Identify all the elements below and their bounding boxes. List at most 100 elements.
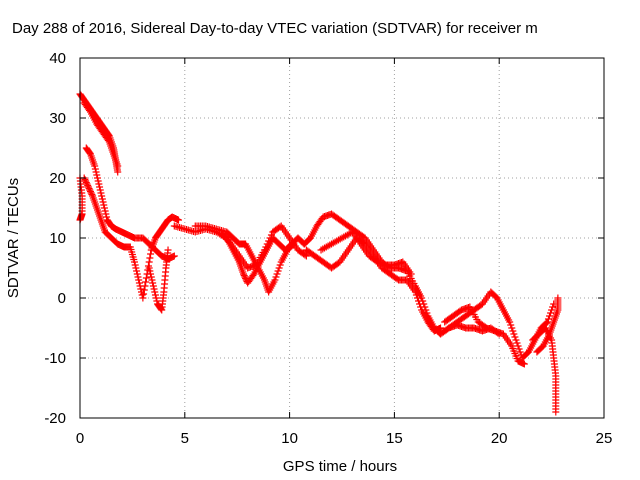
- data-point: [139, 294, 147, 302]
- data-point: [145, 264, 153, 272]
- data-point: [515, 345, 523, 353]
- data-point: [512, 336, 520, 344]
- data-point: [262, 243, 270, 251]
- data-point: [135, 279, 143, 287]
- data-point: [544, 315, 552, 323]
- data-point: [413, 294, 421, 302]
- data-point: [94, 177, 102, 185]
- data-point: [87, 189, 95, 197]
- data-point: [141, 282, 149, 290]
- data-point: [131, 261, 139, 269]
- data-point: [84, 182, 92, 189]
- data-point: [554, 294, 562, 302]
- data-point: [148, 276, 156, 284]
- data-point: [133, 267, 141, 275]
- data-point: [506, 318, 514, 326]
- data-point: [149, 282, 157, 290]
- y-tick-labels: -20 -10 0 10 20 30 40: [44, 50, 66, 427]
- data-point: [147, 273, 155, 281]
- data-point: [100, 201, 108, 209]
- data-point: [147, 250, 155, 258]
- data-point: [86, 186, 94, 194]
- data-point: [263, 240, 271, 248]
- data-point: [96, 186, 104, 194]
- data-point: [140, 290, 148, 298]
- y-tick-label: 20: [49, 170, 66, 187]
- x-tick-label: 15: [386, 430, 403, 447]
- y-tick-label: -20: [44, 410, 66, 427]
- data-point: [266, 234, 274, 242]
- data-point: [265, 237, 273, 245]
- data-point: [301, 251, 309, 259]
- data-point: [86, 149, 94, 157]
- data-point: [91, 162, 99, 170]
- data-point: [175, 216, 183, 224]
- x-tick-label: 0: [76, 430, 84, 447]
- data-point: [147, 270, 155, 278]
- data-point: [145, 258, 153, 266]
- data-point: [412, 291, 420, 299]
- data-point: [543, 318, 551, 326]
- data-point: [513, 339, 521, 347]
- y-tick-label: 40: [49, 50, 66, 67]
- data-point: [130, 258, 138, 266]
- data-point: [91, 165, 99, 173]
- data-point: [100, 204, 108, 212]
- data-point: [98, 192, 106, 200]
- data-point: [520, 360, 528, 368]
- data-point: [241, 273, 249, 281]
- data-point: [546, 312, 554, 320]
- y-tick-label: 10: [49, 230, 66, 247]
- y-tick-label: -10: [44, 350, 66, 367]
- data-point: [170, 252, 178, 260]
- data-point: [114, 162, 122, 170]
- y-tick-label: 0: [58, 290, 66, 307]
- chart-title: Day 288 of 2016, Sidereal Day-to-day VTE…: [12, 20, 538, 37]
- data-point: [151, 291, 159, 299]
- data-point: [416, 300, 424, 308]
- data-point: [82, 179, 90, 186]
- data-point: [135, 276, 143, 284]
- data-point: [137, 285, 145, 293]
- data-point: [98, 195, 106, 203]
- data-point: [146, 254, 154, 262]
- data-point: [240, 272, 248, 279]
- data-point: [273, 270, 281, 278]
- data-point: [95, 180, 103, 188]
- data-point: [276, 261, 284, 269]
- data-point: [507, 321, 515, 329]
- data-point: [102, 210, 110, 218]
- data-point: [547, 309, 555, 317]
- data-point: [411, 288, 419, 296]
- data-point: [272, 273, 280, 281]
- data-point: [508, 324, 516, 332]
- data-point: [140, 286, 148, 294]
- x-tick-label: 10: [281, 430, 298, 447]
- data-point: [92, 168, 100, 176]
- y-axis-label: SDTVAR / TECUs: [5, 178, 22, 298]
- data-point: [260, 246, 268, 254]
- data-point: [83, 180, 91, 188]
- data-point: [146, 267, 154, 275]
- data-point: [93, 171, 101, 179]
- data-point: [97, 189, 105, 197]
- data-point: [84, 183, 92, 191]
- y-tick-label: 30: [49, 110, 66, 127]
- data-point: [516, 348, 524, 356]
- x-tick-label: 5: [181, 430, 189, 447]
- data-point: [81, 176, 89, 183]
- x-tick-label: 20: [491, 430, 508, 447]
- data-point: [552, 408, 560, 416]
- data-point: [153, 297, 161, 305]
- data-point: [549, 303, 557, 311]
- data-point: [114, 168, 122, 176]
- data-point: [509, 327, 517, 335]
- data-point: [86, 188, 94, 195]
- data-point: [151, 288, 159, 296]
- data-point: [271, 276, 279, 284]
- data-point: [510, 330, 518, 338]
- data-markers: [76, 90, 562, 416]
- data-point: [85, 185, 93, 192]
- data-point: [96, 183, 104, 191]
